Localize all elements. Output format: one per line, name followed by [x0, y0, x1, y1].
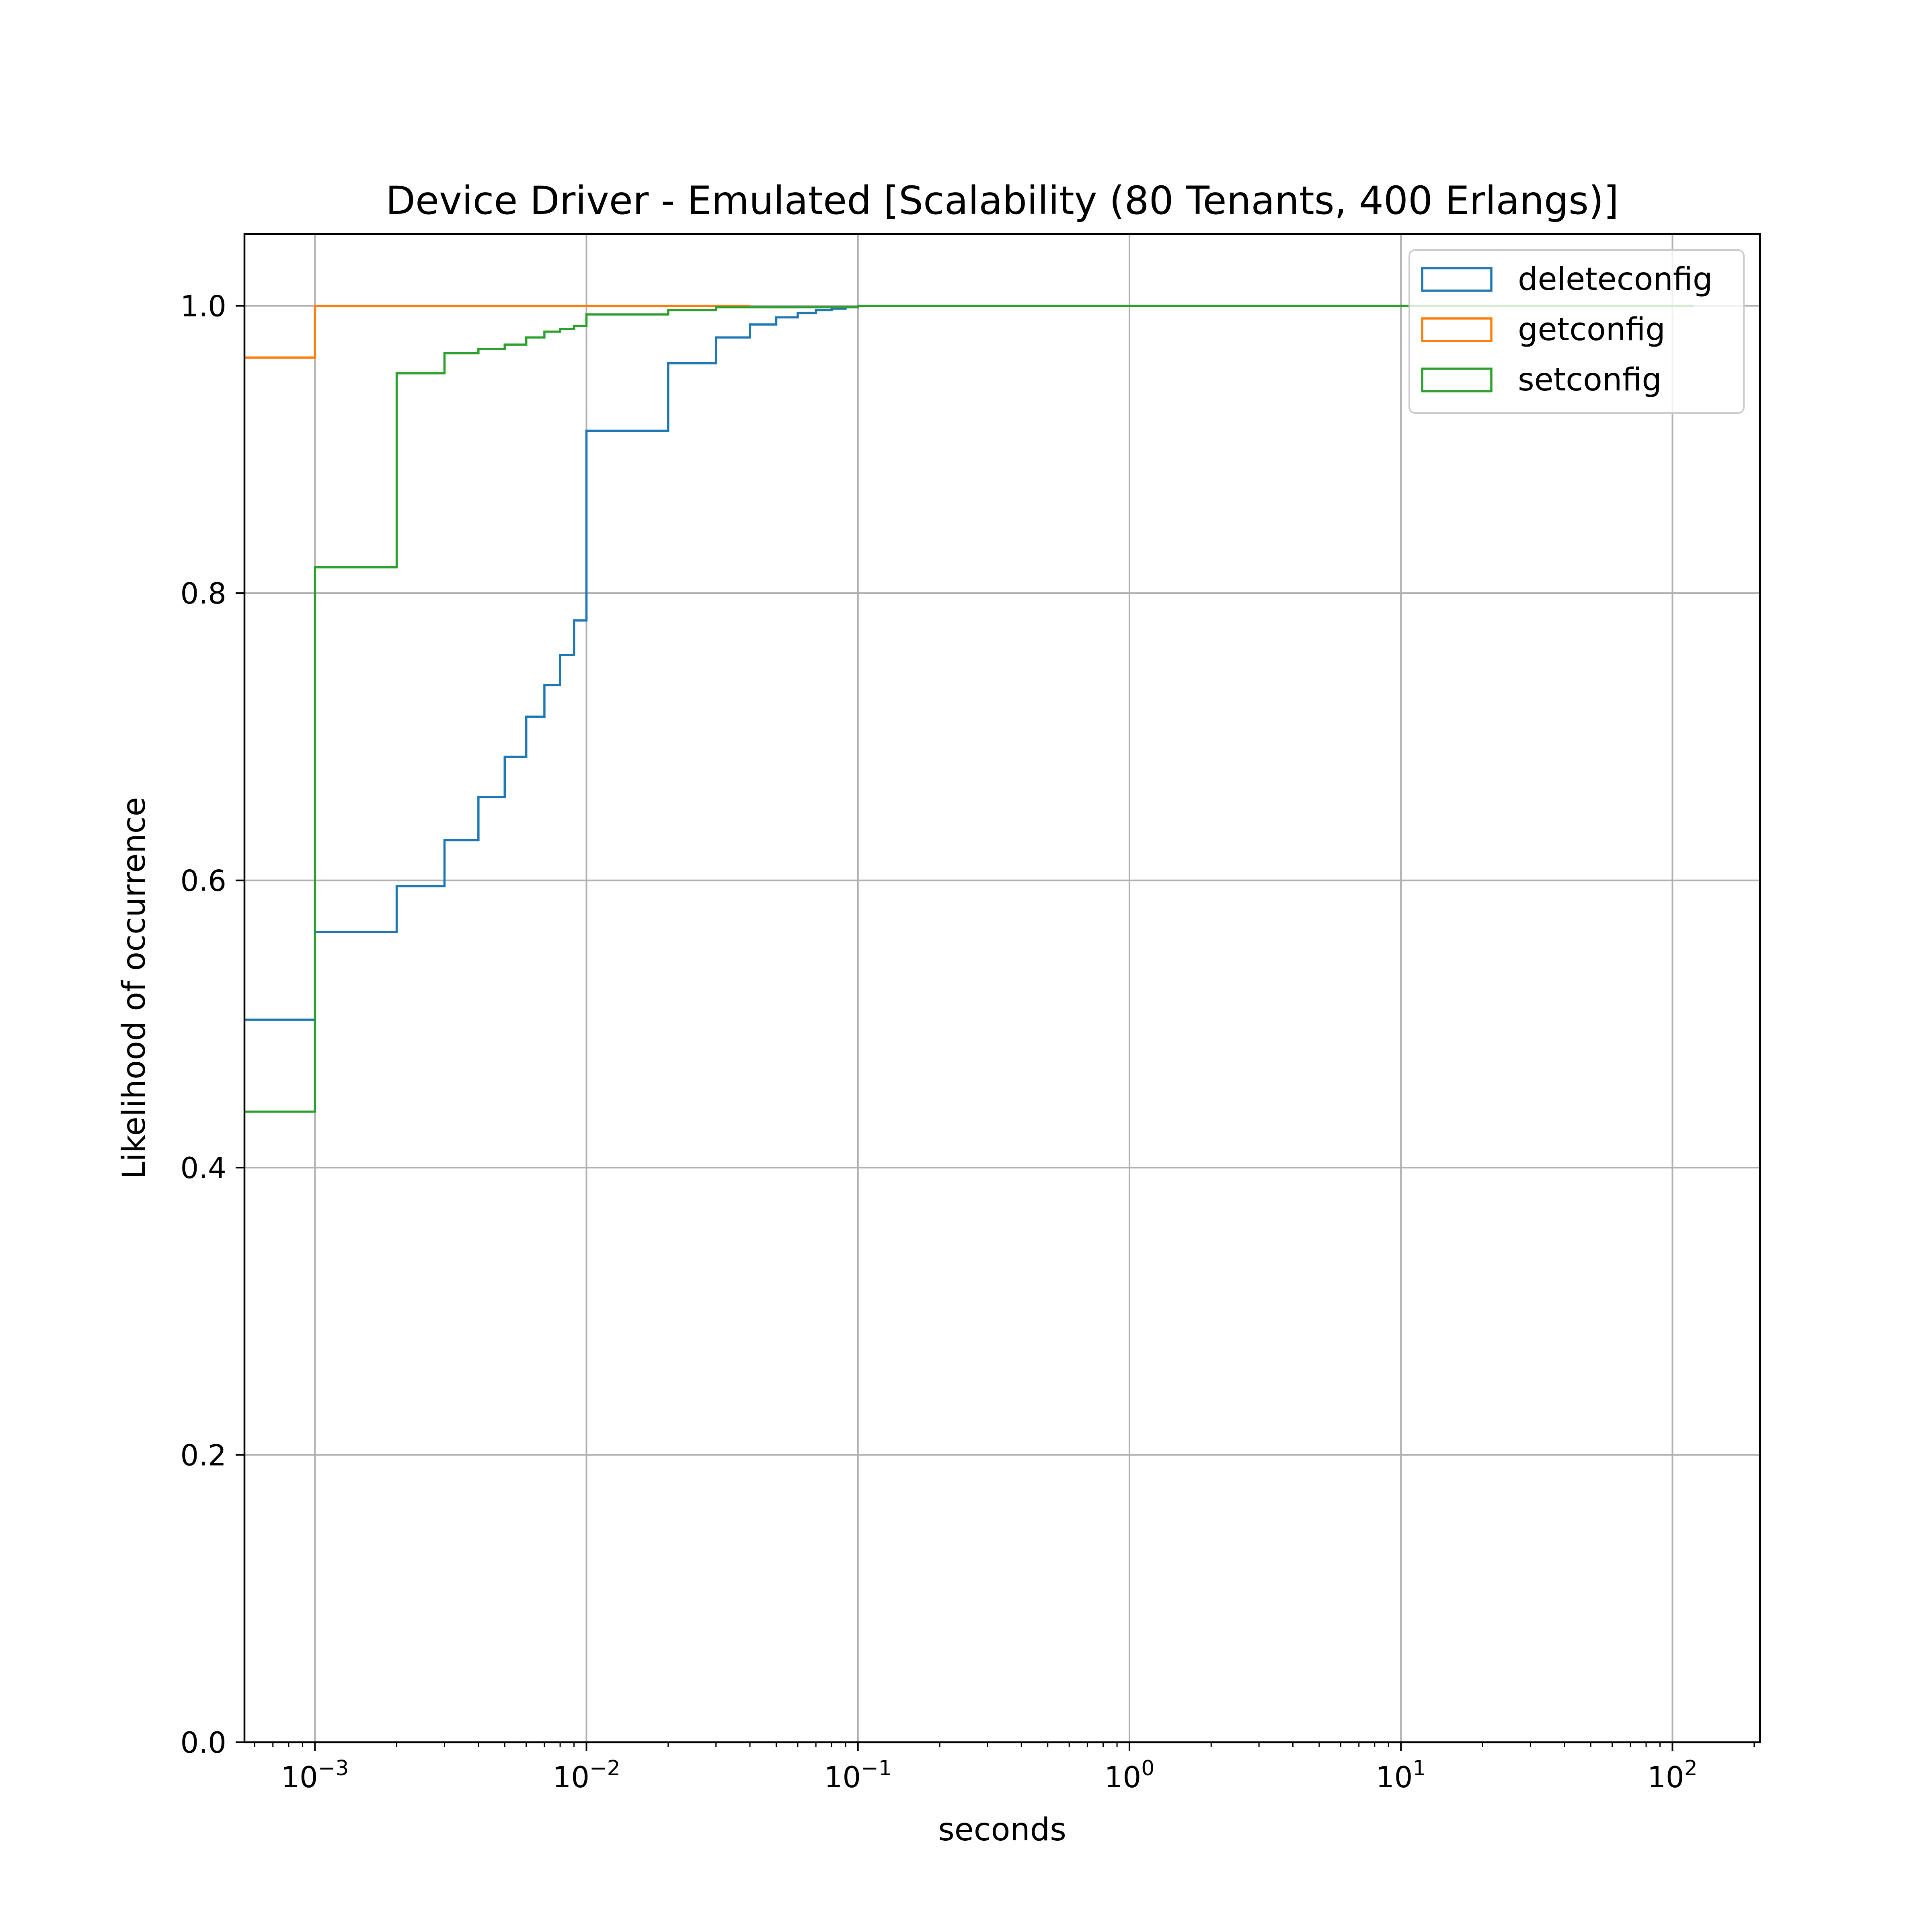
- grid-lines: [244, 234, 1760, 1743]
- legend-swatch-getconfig: [1421, 317, 1493, 342]
- plot-frame: [243, 233, 1761, 1743]
- series-lines: [244, 304, 1694, 1113]
- x-tick-label: 10−1: [824, 1756, 892, 1794]
- series-setconfig-line: [244, 304, 1694, 1113]
- x-tick-label: 100: [1105, 1756, 1155, 1794]
- legend: deleteconfig getconfig setconfig: [1408, 249, 1745, 414]
- legend-label-deleteconfig: deleteconfig: [1518, 261, 1712, 298]
- x-tick-label: 10−2: [552, 1756, 620, 1794]
- x-axis-label: seconds: [938, 1812, 1066, 1848]
- legend-label-getconfig: getconfig: [1518, 312, 1665, 348]
- y-tick-label: 0.2: [180, 1439, 226, 1472]
- x-tick-label: 101: [1376, 1756, 1426, 1794]
- legend-label-setconfig: setconfig: [1518, 362, 1662, 398]
- y-tick-label: 0.0: [180, 1726, 226, 1760]
- y-tick-label: 0.8: [180, 577, 226, 610]
- axis-ticks: 10−3 10−2 10−1 100 101 102 0.0 0.2 0.4 0.6 0.8 1.0: [180, 289, 1755, 1794]
- x-tick-label: 102: [1647, 1756, 1698, 1794]
- x-tick-label: 10−3: [281, 1756, 349, 1794]
- series-getconfig-line: [244, 304, 750, 359]
- legend-box: [1408, 249, 1745, 414]
- y-tick-label: 1.0: [180, 289, 226, 323]
- chart-title: Device Driver - Emulated [Scalability (8…: [386, 178, 1619, 223]
- y-axis-label: Likelihood of occurrence: [116, 797, 152, 1179]
- legend-swatch-setconfig: [1421, 368, 1493, 392]
- y-tick-label: 0.4: [180, 1151, 226, 1185]
- y-tick-label: 0.6: [180, 864, 226, 898]
- series-deleteconfig-line: [244, 306, 858, 1021]
- legend-swatch-deleteconfig: [1421, 267, 1493, 292]
